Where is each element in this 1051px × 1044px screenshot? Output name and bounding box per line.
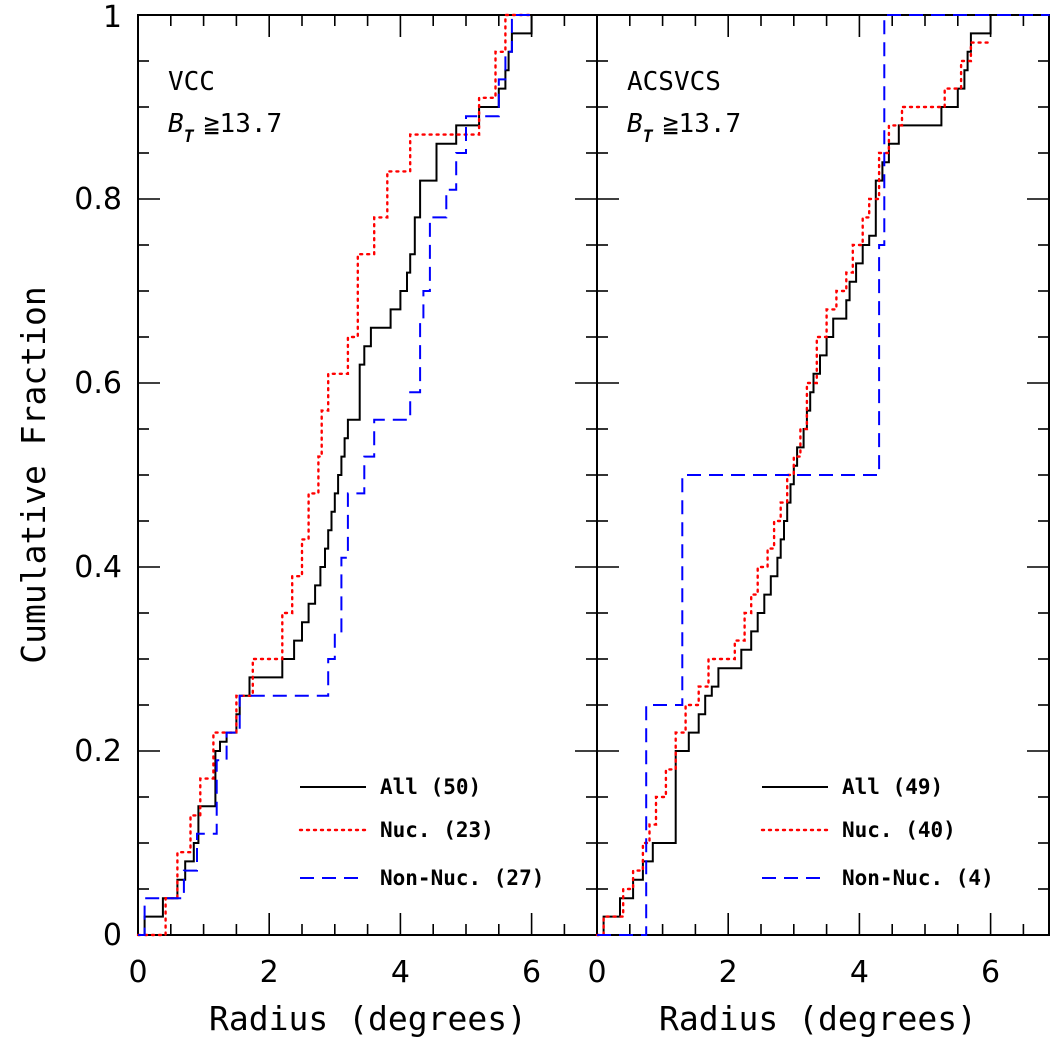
condition-label: BT ≧13.7 [168,109,282,147]
tick-marks [137,14,599,936]
x-tick-label: 4 [850,955,869,990]
x-tick-label: 2 [719,955,738,990]
legend-entry: Nuc. (40) [760,818,956,842]
x-tick-label: 6 [981,955,1000,990]
series-line [138,14,532,936]
legend-label: Non-Nuc. (27) [380,866,544,890]
legend: All (50) Nuc. (23) Non-Nuc. (27) [298,775,544,890]
y-tick-label: 0 [103,918,122,953]
x-tick-label: 0 [128,955,147,990]
series-line [136,13,533,937]
condition-subscript: T [184,127,195,147]
x-tick-labels: 0 2 4 6 [128,955,541,990]
series-line [597,15,992,936]
y-tick-label: 0.6 [74,366,122,401]
y-tick-labels: 0 0.2 0.4 0.6 0.8 1 [74,0,122,953]
condition-symbol: B [168,109,184,139]
condition-value: ≧13.7 [204,109,282,139]
series-line [138,15,533,936]
legend-label: All (49) [842,775,943,799]
series-line [595,41,992,937]
panel-vcc: 0 2 4 6 Radius (degrees) VCC BT ≧13.7 All… [128,13,599,1038]
y-tick-label: 0.4 [74,550,122,585]
series-line [597,14,1050,936]
condition-symbol: B [627,109,643,139]
x-tick-label: 2 [260,955,279,990]
y-tick-label: 1 [103,0,122,35]
legend-label: All (50) [380,775,481,799]
plot-frame [137,14,598,936]
legend-label: Nuc. (40) [842,818,956,842]
y-tick-label: 0.2 [74,734,122,769]
x-axis-title: Radius (degrees) [209,999,527,1038]
panel-acsvcs: 0 2 4 6 Radius (degrees) ACSVCS BT ≧13.7 … [587,14,1050,1038]
condition-subscript: T [643,127,654,147]
panel-label: ACSVCS [627,67,721,97]
x-tick-labels: 0 2 4 6 [587,955,1000,990]
legend-entry: All (50) [300,775,481,799]
condition-label: BT ≧13.7 [627,109,741,147]
legend-entry: Nuc. (23) [298,818,494,842]
series-layer [595,14,1050,937]
y-axis-title: Cumulative Fraction [14,286,53,664]
x-tick-label: 6 [522,955,541,990]
legend-entry: Non-Nuc. (4) [762,866,994,890]
legend-label: Non-Nuc. (4) [842,866,994,890]
legend: All (49) Nuc. (40) Non-Nuc. (4) [760,775,994,890]
condition-value: ≧13.7 [663,109,741,139]
panel-label: VCC [168,67,215,97]
x-tick-label: 0 [587,955,606,990]
series-layer [136,13,533,937]
legend-entry: Non-Nuc. (27) [300,866,544,890]
legend-label: Nuc. (23) [380,818,494,842]
x-tick-label: 4 [391,955,410,990]
legend-entry: All (49) [762,775,943,799]
x-axis-title: Radius (degrees) [659,999,977,1038]
y-tick-label: 0.8 [74,182,122,217]
